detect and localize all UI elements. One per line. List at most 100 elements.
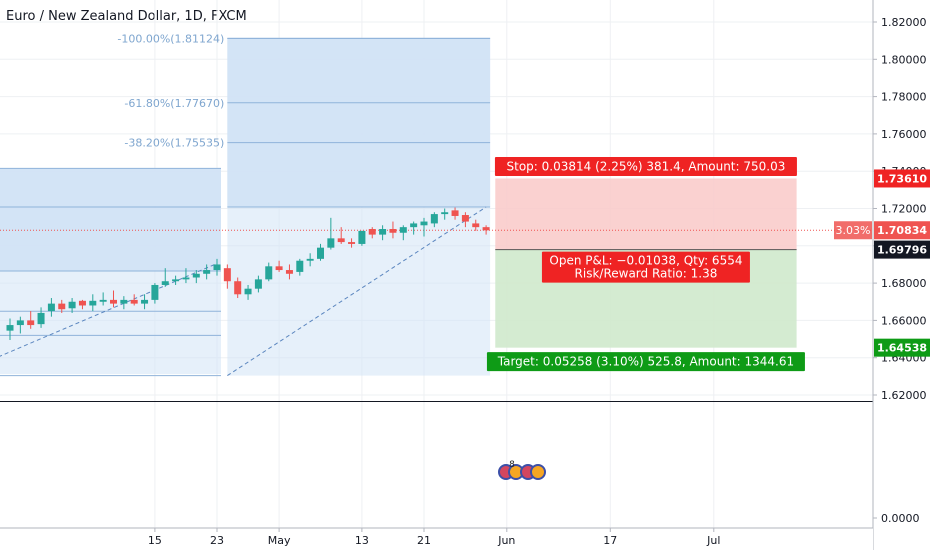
- target-label-text: Target: 0.05258 (3.10%) 525.8, Amount: 1…: [497, 355, 794, 369]
- x-tick-label: Jun: [497, 534, 515, 547]
- candle-body: [151, 284, 159, 300]
- candle[interactable]: [348, 238, 356, 248]
- watermark-badge: 8: [498, 460, 546, 480]
- candle[interactable]: [337, 227, 345, 244]
- x-tick-label: 21: [417, 534, 431, 547]
- candle[interactable]: [306, 253, 314, 267]
- candle-body: [16, 320, 24, 326]
- candle[interactable]: [285, 264, 293, 280]
- candle[interactable]: [472, 219, 480, 231]
- candle[interactable]: [399, 225, 407, 241]
- candle[interactable]: [430, 212, 438, 228]
- candle[interactable]: [58, 299, 66, 313]
- candle[interactable]: [172, 275, 180, 285]
- candle[interactable]: [223, 264, 231, 289]
- chart-title: Euro / New Zealand Dollar, 1D, FXCM: [6, 9, 247, 24]
- candle[interactable]: [420, 217, 428, 237]
- fib-retracement-left[interactable]: 0.00%(1.72081)38.20%(1.68653)61.80%(1.66…: [0, 167, 222, 382]
- candle-body: [37, 312, 45, 325]
- candle-body: [47, 303, 55, 312]
- candle-body: [410, 223, 418, 228]
- candle[interactable]: [16, 316, 24, 334]
- watermark-text: 8: [509, 460, 515, 470]
- candle[interactable]: [47, 298, 55, 317]
- fib-zone-dark: [0, 168, 222, 271]
- trend-line[interactable]: [227, 206, 487, 377]
- y-axis-bg: [873, 0, 932, 550]
- candle-body: [234, 281, 242, 295]
- candle[interactable]: [296, 258, 304, 276]
- candle[interactable]: [203, 264, 211, 280]
- y-tick-label: 1.78000: [881, 91, 927, 104]
- candle[interactable]: [254, 275, 262, 293]
- pnl-label-bg: [541, 251, 750, 283]
- candle-body: [244, 288, 252, 295]
- y-tick-label-bottom: 0.0000: [881, 512, 920, 525]
- stop-label: Stop: 0.03814 (2.25%) 381.4, Amount: 750…: [494, 156, 797, 176]
- candle[interactable]: [27, 311, 35, 329]
- candle[interactable]: [6, 318, 14, 340]
- candle-body: [78, 300, 86, 306]
- candle-body: [120, 299, 128, 304]
- x-tick-label: May: [268, 534, 291, 547]
- candle[interactable]: [89, 294, 97, 312]
- candle-body: [203, 270, 211, 274]
- fib-retracement-right[interactable]: -100.00%(1.81124) -61.80%(1.77670) -38.20%…: [117, 32, 491, 376]
- candle[interactable]: [368, 227, 376, 239]
- candle[interactable]: [244, 284, 252, 300]
- trend-line[interactable]: [0, 263, 218, 366]
- candle[interactable]: [410, 221, 418, 235]
- y-tick-label: 1.62000: [881, 389, 927, 402]
- candle-body: [27, 320, 35, 326]
- candle-body: [337, 238, 345, 243]
- y-axis: 1.820001.800001.780001.760001.740001.720…: [872, 0, 932, 550]
- candle[interactable]: [275, 260, 283, 272]
- candle-body: [327, 238, 335, 248]
- candle[interactable]: [265, 262, 273, 282]
- candle[interactable]: [99, 292, 107, 306]
- candle-body: [296, 260, 304, 272]
- x-tick-label: 15: [148, 534, 162, 547]
- candle[interactable]: [192, 270, 200, 284]
- candle[interactable]: [234, 277, 242, 299]
- candle-body: [68, 301, 76, 309]
- candle[interactable]: [379, 225, 387, 241]
- current-price-tag-bg: [874, 221, 930, 240]
- pnl-text: Open P&L: −0.01038, Qty: 6554: [549, 254, 742, 268]
- candle[interactable]: [461, 212, 469, 228]
- candle-body: [110, 299, 117, 304]
- candle[interactable]: [78, 299, 86, 310]
- candle-body: [161, 281, 169, 285]
- candle[interactable]: [358, 230, 366, 246]
- candle[interactable]: [213, 258, 221, 276]
- candle[interactable]: [141, 294, 149, 310]
- candle[interactable]: [182, 268, 190, 284]
- fib-level-label: -38.20%(1.75535): [124, 137, 224, 150]
- candle[interactable]: [151, 283, 159, 304]
- candle-body: [182, 277, 190, 280]
- candle-body: [368, 229, 376, 235]
- candle[interactable]: [130, 294, 138, 306]
- candle[interactable]: [389, 221, 397, 239]
- candle-body: [275, 266, 283, 271]
- y-tick-label: 1.82000: [881, 16, 927, 29]
- candle[interactable]: [317, 243, 324, 261]
- stop-price-tag-text: 1.73610: [877, 172, 927, 185]
- candle[interactable]: [161, 268, 169, 287]
- target-label-bg: [486, 352, 805, 372]
- pnl-label: Open P&L: −0.01038, Qty: 6554Risk/Reward…: [541, 251, 750, 283]
- candle[interactable]: [451, 207, 459, 220]
- candle-body: [6, 325, 14, 331]
- candle[interactable]: [441, 208, 449, 220]
- current-pct-bg: [834, 221, 872, 240]
- candle[interactable]: [120, 296, 128, 310]
- plot-area: 0.00%(1.72081)38.20%(1.68653)61.80%(1.66…: [0, 32, 873, 382]
- candle[interactable]: [482, 225, 490, 235]
- candle[interactable]: [68, 298, 76, 313]
- y-tick-label: 1.72000: [881, 203, 927, 216]
- candle[interactable]: [110, 290, 117, 308]
- candle[interactable]: [327, 217, 335, 250]
- candle[interactable]: [37, 307, 45, 328]
- fib-level-label: -100.00%(1.81124): [117, 32, 224, 45]
